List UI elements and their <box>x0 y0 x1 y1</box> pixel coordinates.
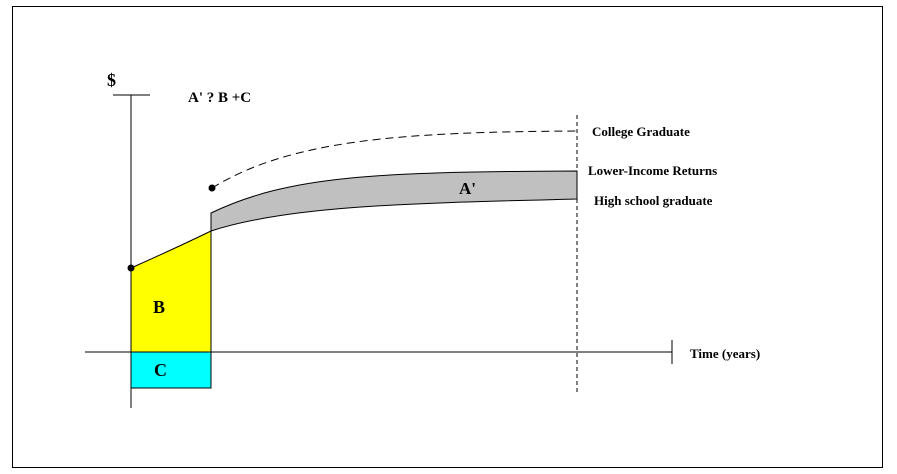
y-axis-label: $ <box>107 70 116 90</box>
college-graduate-curve <box>211 130 578 189</box>
start-dot <box>127 264 135 272</box>
college-start-dot <box>208 184 216 192</box>
region-c-label: C <box>154 360 167 380</box>
region-c <box>130 351 212 389</box>
college-graduate-label: College Graduate <box>592 124 690 139</box>
diagram-frame <box>12 6 883 468</box>
high-school-graduate-label: High school graduate <box>594 193 713 208</box>
lower-income-returns-label: Lower-Income Returns <box>588 163 717 178</box>
region-a-prime-label: A' <box>459 179 476 198</box>
region-b-label: B <box>153 297 165 317</box>
region-b <box>130 230 212 353</box>
region-a-prime <box>210 170 578 232</box>
formula-label: A' ? B +C <box>188 90 251 106</box>
x-axis-label: Time (years) <box>690 346 760 361</box>
